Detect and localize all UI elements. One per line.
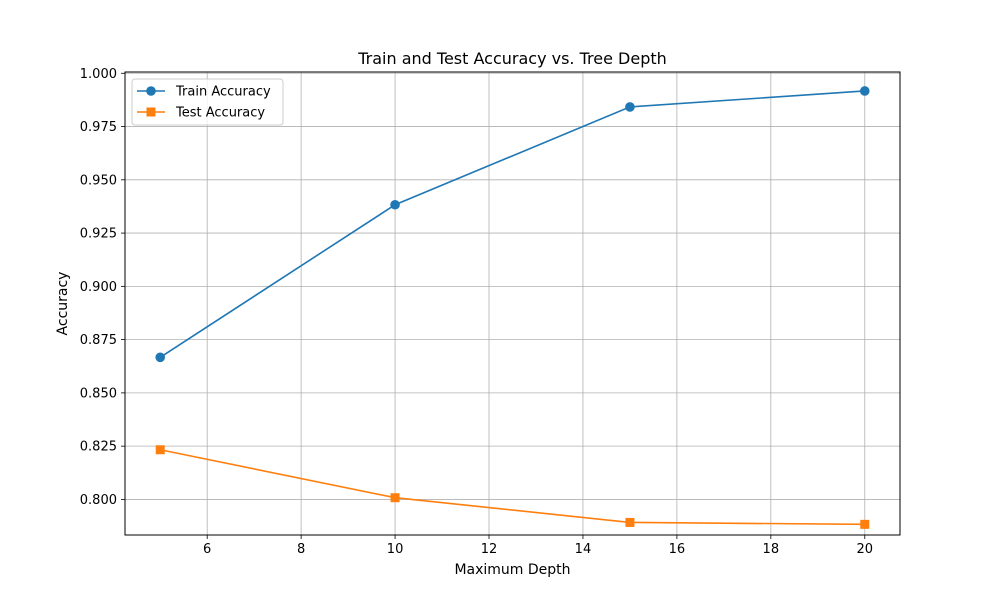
series-layer [155,86,870,529]
plot-frame [124,71,901,536]
y-tick-label: 0.950 [80,173,117,188]
y-tick-label: 0.850 [80,386,117,401]
data-point-train-accuracy [155,352,166,363]
y-tick-label: 0.900 [80,280,117,295]
x-tick-label: 14 [575,542,592,557]
legend-marker-test-accuracy [146,107,156,117]
legend: Train Accuracy Test Accuracy [131,78,284,126]
y-tick-label: 0.800 [80,493,117,508]
grid [125,72,900,535]
data-point-train-accuracy [390,199,400,210]
data-point-test-accuracy [625,517,635,527]
legend-label-test-accuracy: Test Accuracy [175,106,265,121]
series-line-test-accuracy [160,448,865,526]
x-tick-label: 8 [297,542,305,557]
data-point-test-accuracy [155,445,165,455]
y-tick-label: 1.000 [80,67,117,82]
data-point-test-accuracy [390,493,400,503]
ticks: 6 8 10 12 14 16 18 20 0.800 0.825 0.850 0.875 0.900 0… [80,67,873,557]
legend-marker-train-accuracy [146,86,156,96]
data-point-train-accuracy [625,102,635,112]
x-tick-label: 10 [387,542,404,557]
data-point-test-accuracy [860,519,870,529]
x-tick-label: 20 [856,542,873,557]
legend-box [131,78,284,126]
y-axis-label: Accuracy [55,272,71,336]
x-tick-label: 18 [763,542,780,557]
y-tick-label: 0.825 [80,440,117,455]
data-point-train-accuracy [859,86,870,96]
x-axis-label: Maximum Depth [454,562,570,578]
x-tick-label: 12 [481,542,498,557]
x-tick-label: 16 [669,542,686,557]
series-line-train-accuracy [159,90,865,358]
y-tick-label: 0.925 [80,227,117,242]
x-tick-label: 6 [203,542,211,557]
y-tick-label: 0.875 [80,333,117,348]
legend-label-train-accuracy: Train Accuracy [175,85,271,100]
y-tick-label: 0.975 [80,120,117,135]
chart-title: Train and Test Accuracy vs. Tree Depth [357,49,667,68]
